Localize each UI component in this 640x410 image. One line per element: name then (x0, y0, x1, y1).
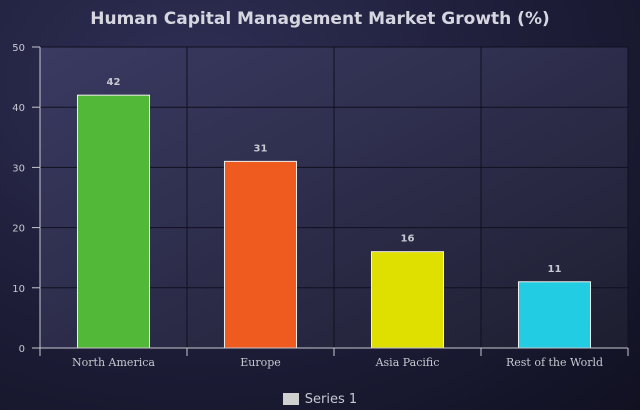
bar-rest-of-the-world (517, 281, 592, 349)
y-tick-label: 0 (19, 344, 25, 355)
y-tick-label: 20 (12, 224, 25, 235)
x-tick-label: Rest of the World (506, 356, 603, 369)
x-tick-label: Europe (240, 356, 281, 369)
y-tick-label: 40 (12, 103, 25, 114)
legend-label-series-1: Series 1 (304, 391, 358, 407)
bar-asia-pacific (370, 251, 445, 349)
data-label: 16 (401, 234, 415, 245)
data-label: 31 (254, 143, 268, 154)
bar-north-america (76, 94, 151, 349)
x-tick-label: North America (72, 356, 155, 369)
legend: Series 1 (0, 389, 640, 409)
data-label: 11 (548, 264, 562, 275)
x-tick-label: Asia Pacific (375, 356, 440, 369)
bar-europe (223, 160, 298, 349)
labels: 42 31 16 11 0 10 20 30 40 50 North America Europe As… (12, 43, 603, 369)
bars (76, 94, 592, 349)
chart-title: Human Capital Management Market Growth (… (90, 9, 550, 29)
y-tick-label: 50 (12, 43, 25, 54)
y-tick-label: 30 (12, 163, 25, 174)
data-label: 42 (107, 77, 121, 88)
y-tick-label: 10 (12, 284, 25, 295)
legend-swatch (282, 393, 299, 405)
axes (32, 46, 629, 356)
